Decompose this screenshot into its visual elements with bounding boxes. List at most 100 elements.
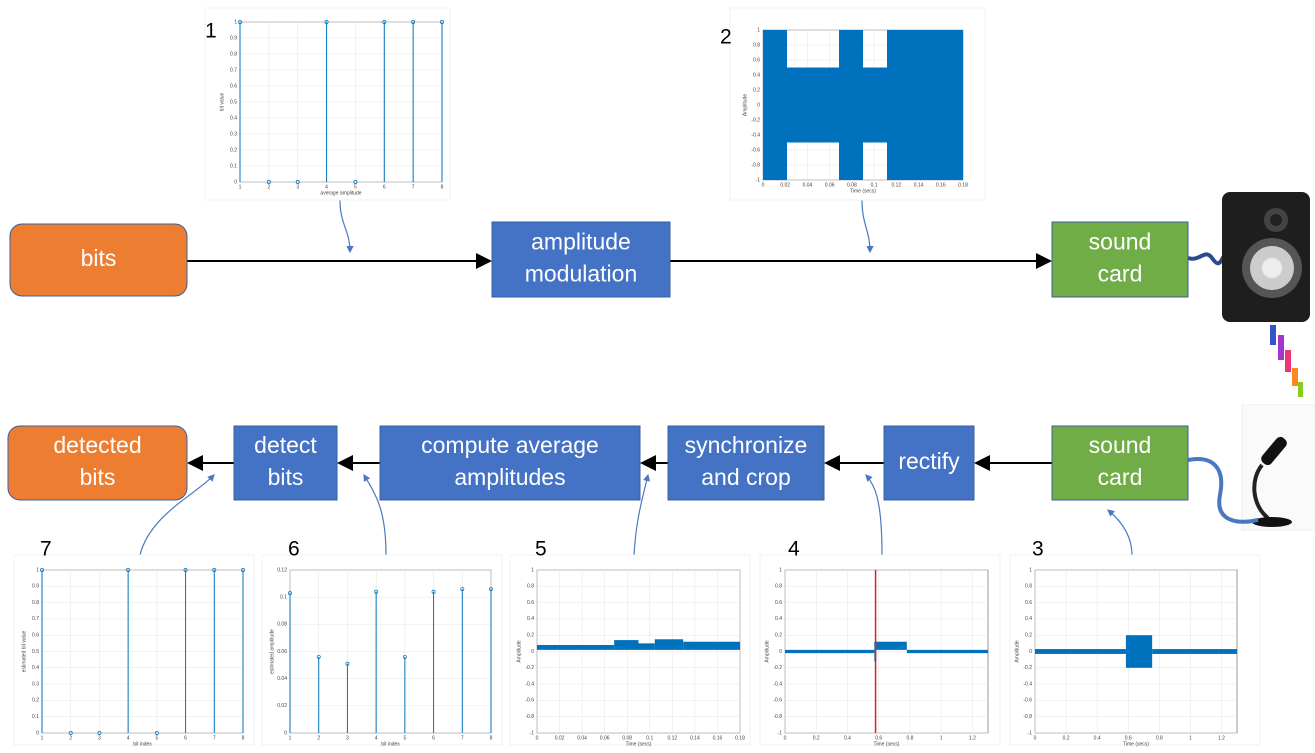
x-tick-label: 2 — [317, 735, 320, 741]
y-axis-label: bit value — [219, 92, 225, 111]
y-tick-label: -0.8 — [525, 714, 534, 720]
y-tick-label: 0.06 — [277, 649, 287, 655]
y-tick-label: -0.2 — [773, 665, 782, 671]
x-tick-label: 7 — [213, 735, 216, 741]
plot: 6 1 2 3 4 5 6 7 8 0 0.02 0.04 0.06 0.08 0.1 0.12 bit ind… — [261, 538, 503, 747]
y-tick-label: 0.1 — [230, 163, 237, 169]
y-tick-label: 0.4 — [527, 616, 534, 622]
y-tick-label: 1 — [234, 19, 237, 25]
waveform — [876, 641, 907, 650]
x-tick-label: 0.6 — [1125, 735, 1132, 741]
block — [883, 425, 975, 501]
stem-marker — [212, 568, 217, 572]
block-label: sound card — [1089, 432, 1152, 490]
y-tick-label: 0 — [757, 102, 760, 108]
waveform — [638, 643, 655, 650]
waveform — [839, 30, 863, 180]
y-tick-label: 0.1 — [32, 714, 39, 720]
y-tick-label: 0.6 — [32, 633, 39, 639]
block-label: sound card — [1089, 229, 1152, 287]
waveform — [763, 30, 787, 180]
x-tick-label: 0.08 — [847, 182, 857, 188]
x-tick-label: 8 — [242, 735, 245, 741]
y-tick-label: -0.8 — [1023, 714, 1032, 720]
y-tick-label: -0.4 — [1023, 681, 1032, 687]
stem-marker — [126, 568, 131, 572]
x-tick-label: 0.06 — [825, 182, 835, 188]
x-tick-label: 0 — [1034, 735, 1037, 741]
x-tick-label: 3 — [98, 735, 101, 741]
x-tick-label: 0.8 — [906, 735, 913, 741]
plot-number: 7 — [40, 538, 52, 561]
x-axis-label: average amplitude — [320, 190, 361, 196]
x-tick-label: 0 — [536, 735, 539, 741]
y-tick-label: 0 — [531, 649, 534, 655]
y-tick-label: 0.8 — [753, 42, 760, 48]
y-tick-label: 0 — [36, 730, 39, 736]
y-tick-label: 0.5 — [32, 649, 39, 655]
stem-marker — [353, 180, 358, 184]
plot-number: 3 — [1032, 538, 1044, 561]
stem-marker — [288, 591, 292, 596]
y-tick-label: 1 — [1029, 567, 1032, 573]
stem-marker — [316, 654, 321, 659]
y-tick-label: 0.3 — [230, 131, 237, 137]
x-tick-label: 0.04 — [577, 735, 587, 741]
y-axis-label: Amplitude — [764, 640, 770, 662]
y-axis-label: Amplitude — [516, 640, 522, 662]
plot-number: 4 — [788, 538, 800, 561]
block-label: amplitude modulation — [525, 229, 638, 287]
y-tick-label: -0.6 — [525, 698, 534, 704]
y-axis-label: estimated amplitude — [269, 629, 275, 674]
y-tick-label: 0.8 — [775, 584, 782, 590]
block — [7, 425, 188, 501]
arrows — [187, 253, 1052, 471]
waveform — [614, 640, 639, 650]
x-tick-label: 2 — [267, 184, 270, 190]
x-tick-label: 0.18 — [958, 182, 968, 188]
stem-marker — [374, 589, 379, 594]
microphone — [1187, 404, 1315, 531]
waveform — [906, 649, 988, 654]
x-tick-label: 1 — [940, 735, 943, 741]
block — [1051, 221, 1189, 298]
y-tick-label: 0.4 — [230, 115, 237, 121]
x-tick-label: 3 — [296, 184, 299, 190]
x-tick-label: 0.16 — [713, 735, 723, 741]
x-tick-label: 0.6 — [875, 735, 882, 741]
y-tick-label: 0.4 — [32, 665, 39, 671]
y-tick-label: 0 — [284, 730, 287, 736]
x-tick-label: 0.02 — [780, 182, 790, 188]
block — [9, 223, 188, 297]
plot: 2 0 0.02 0.04 0.06 0.08 0.1 0.12 0.14 0.16 0.18 -1 -… — [720, 7, 986, 201]
y-tick-label: 0.1 — [280, 594, 287, 600]
x-tick-label: 4 — [325, 184, 328, 190]
waveform — [1035, 649, 1126, 654]
stem-marker — [183, 568, 188, 572]
waveform — [787, 67, 839, 143]
x-tick-label: 0.1 — [871, 182, 878, 188]
y-axis-label: estimated bit value — [21, 630, 27, 672]
x-axis-label: Time (secs) — [850, 188, 876, 194]
stem-marker — [295, 180, 300, 184]
y-tick-label: 1 — [36, 567, 39, 573]
waveform — [683, 641, 740, 650]
x-tick-label: 0.4 — [844, 735, 851, 741]
x-tick-label: 0.4 — [1094, 735, 1101, 741]
stem-marker — [40, 568, 44, 572]
y-tick-label: 0.8 — [230, 51, 237, 57]
x-tick-label: 0.14 — [690, 735, 700, 741]
y-axis-label: Amplitude — [742, 94, 748, 116]
y-tick-label: 0.02 — [277, 703, 287, 709]
y-tick-label: 0.2 — [527, 633, 534, 639]
block — [379, 425, 641, 501]
x-axis-label: Time (secs) — [626, 741, 652, 747]
stem-marker — [431, 589, 436, 594]
x-tick-label: 0.08 — [622, 735, 632, 741]
stem-marker — [460, 587, 465, 591]
stem-marker — [68, 731, 73, 735]
x-tick-label: 7 — [412, 184, 415, 190]
waveform — [537, 644, 615, 650]
x-tick-label: 6 — [383, 184, 386, 190]
